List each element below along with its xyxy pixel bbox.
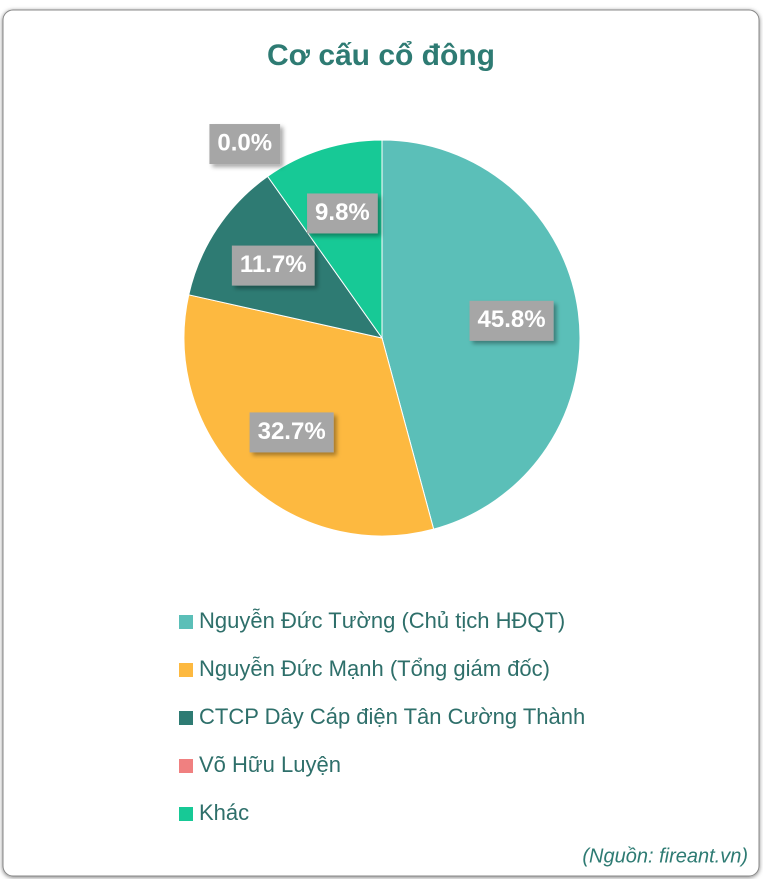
legend-swatch: [179, 663, 193, 677]
legend-label: Nguyễn Đức Tường (Chủ tịch HĐQT): [199, 608, 565, 633]
legend-swatch: [179, 615, 193, 629]
data-label: 11.7%: [231, 245, 315, 286]
chart-title: Cơ cấu cổ đông: [267, 39, 495, 72]
data-label-text: 32.7%: [258, 418, 326, 445]
data-label: 32.7%: [249, 412, 334, 453]
data-label-text: 45.8%: [478, 306, 546, 333]
data-label: 45.8%: [469, 300, 554, 341]
data-label: 0.0%: [209, 124, 281, 165]
data-label-box: [231, 245, 315, 286]
data-label-text: 11.7%: [240, 251, 307, 278]
legend-swatch: [179, 759, 193, 773]
legend-label: Nguyễn Đức Mạnh (Tổng giám đốc): [199, 656, 550, 681]
data-label-box: [469, 300, 554, 341]
data-label-box: [209, 124, 281, 165]
data-label: 9.8%: [307, 193, 378, 234]
data-label-text: 9.8%: [315, 199, 370, 226]
data-label-box: [307, 193, 378, 234]
legend-label: Võ Hữu Luyện: [199, 752, 341, 777]
legend-label: CTCP Dây Cáp điện Tân Cường Thành: [199, 704, 585, 729]
data-label-box: [249, 412, 334, 453]
pie-slice: [266, 139, 383, 340]
source: (Nguồn: fireant.vn): [582, 845, 748, 867]
data-label-text: 0.0%: [217, 129, 272, 156]
legend-swatch: [179, 711, 193, 725]
legend-swatch: [179, 807, 193, 821]
legend-label: Khác: [199, 800, 249, 825]
